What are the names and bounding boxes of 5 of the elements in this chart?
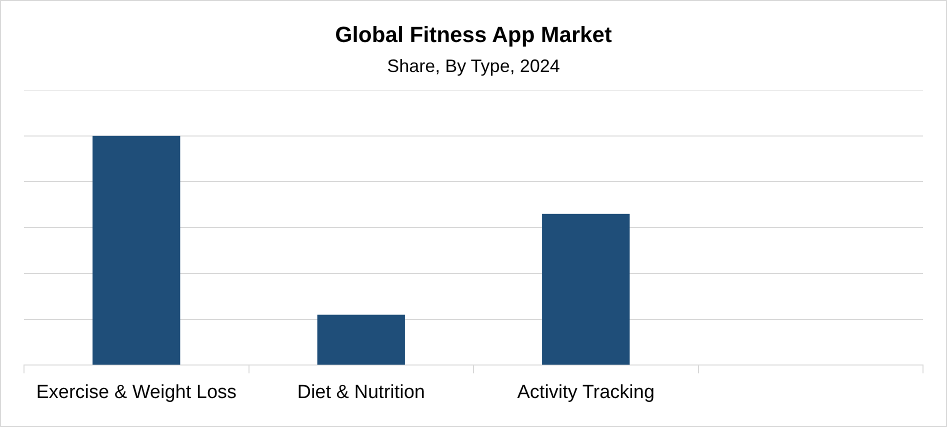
x-tick-label: Exercise & Weight Loss — [36, 382, 237, 403]
x-tick-label: Activity Tracking — [517, 382, 655, 403]
chart-subtitle: Share, By Type, 2024 — [386, 56, 561, 77]
x-tick-label: Diet & Nutrition — [297, 382, 426, 403]
chart-title: Global Fitness App Market — [334, 22, 613, 48]
